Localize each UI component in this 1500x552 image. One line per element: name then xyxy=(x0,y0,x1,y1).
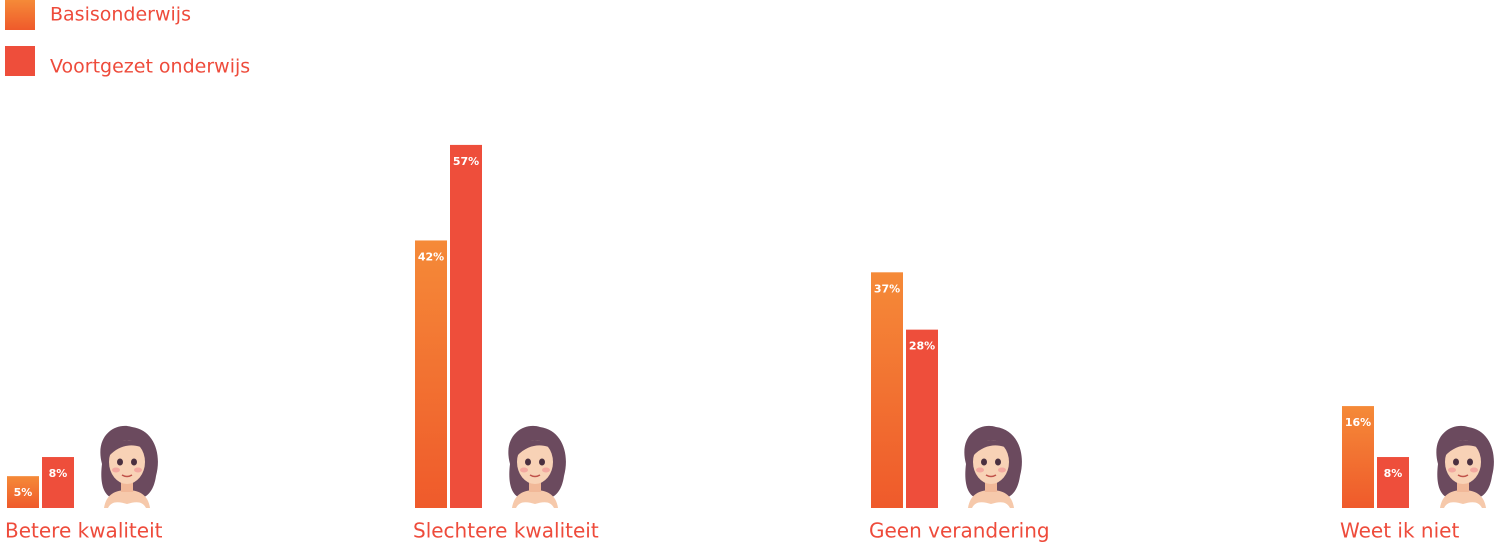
value-label: 57% xyxy=(453,155,479,168)
category-label: Betere kwaliteit xyxy=(5,519,163,543)
legend-label: Voortgezet onderwijs xyxy=(50,56,250,78)
face-illustration xyxy=(963,425,1023,508)
bar xyxy=(871,272,903,508)
value-label: 37% xyxy=(874,282,900,295)
bar xyxy=(1377,457,1409,508)
value-label: 8% xyxy=(1384,467,1403,480)
value-label: 8% xyxy=(49,467,68,480)
bar xyxy=(1342,406,1374,508)
face-illustration xyxy=(507,425,567,508)
bar xyxy=(906,329,938,508)
value-label: 5% xyxy=(14,486,33,499)
value-label: 28% xyxy=(909,340,935,353)
value-label: 42% xyxy=(418,250,444,263)
category-label: Weet ik niet xyxy=(1340,519,1459,543)
legend-swatch xyxy=(5,0,35,30)
face-illustration xyxy=(99,425,159,508)
legend-swatch xyxy=(5,46,35,76)
category-label: Geen verandering xyxy=(869,519,1050,543)
bar xyxy=(450,144,482,508)
face-illustration xyxy=(1435,425,1495,508)
bar xyxy=(415,240,447,508)
bar xyxy=(42,457,74,508)
illustrations xyxy=(99,425,1495,508)
bar xyxy=(7,476,39,508)
category-label: Slechtere kwaliteit xyxy=(413,519,599,543)
value-label: 16% xyxy=(1345,416,1371,429)
legend-label: Basisonderwijs xyxy=(50,4,191,26)
